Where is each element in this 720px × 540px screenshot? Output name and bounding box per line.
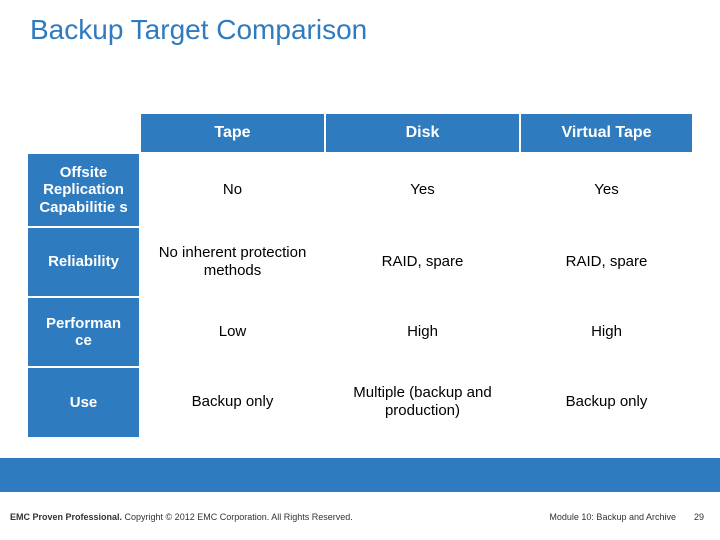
- table-cell: RAID, spare: [520, 227, 692, 297]
- table-cell: Multiple (backup and production): [325, 367, 520, 437]
- table-header-row: Tape Disk Virtual Tape: [28, 114, 692, 153]
- table-row: Reliability No inherent protection metho…: [28, 227, 692, 297]
- table-row: Offsite Replication Capabilitie s No Yes…: [28, 153, 692, 227]
- table-cell: High: [325, 297, 520, 367]
- footer-page-number: 29: [694, 512, 704, 522]
- comparison-table: Tape Disk Virtual Tape Offsite Replicati…: [28, 114, 692, 437]
- table-cell: No: [140, 153, 325, 227]
- table-cell: High: [520, 297, 692, 367]
- footer-left: EMC Proven Professional. Copyright © 201…: [10, 512, 353, 522]
- table-cell: Yes: [325, 153, 520, 227]
- col-header: Tape: [140, 114, 325, 153]
- row-header: Use: [28, 367, 140, 437]
- col-header: Disk: [325, 114, 520, 153]
- table-cell: Yes: [520, 153, 692, 227]
- table-cell: RAID, spare: [325, 227, 520, 297]
- row-header: Reliability: [28, 227, 140, 297]
- footer-brand: EMC Proven Professional.: [10, 512, 122, 522]
- slide: Backup Target Comparison Tape Disk Virtu…: [0, 0, 720, 540]
- footer-copyright: Copyright © 2012 EMC Corporation. All Ri…: [122, 512, 353, 522]
- comparison-table-container: Tape Disk Virtual Tape Offsite Replicati…: [28, 114, 692, 437]
- footer-band: [0, 458, 720, 492]
- footer: EMC Proven Professional. Copyright © 201…: [10, 506, 710, 528]
- row-header: Offsite Replication Capabilitie s: [28, 153, 140, 227]
- row-header: Performan ce: [28, 297, 140, 367]
- slide-title: Backup Target Comparison: [30, 14, 367, 46]
- col-header: Virtual Tape: [520, 114, 692, 153]
- table-cell: Backup only: [140, 367, 325, 437]
- table-row: Use Backup only Multiple (backup and pro…: [28, 367, 692, 437]
- table-corner-cell: [28, 114, 140, 153]
- table-row: Performan ce Low High High: [28, 297, 692, 367]
- footer-module: Module 10: Backup and Archive: [549, 512, 676, 522]
- table-cell: No inherent protection methods: [140, 227, 325, 297]
- table-cell: Low: [140, 297, 325, 367]
- table-cell: Backup only: [520, 367, 692, 437]
